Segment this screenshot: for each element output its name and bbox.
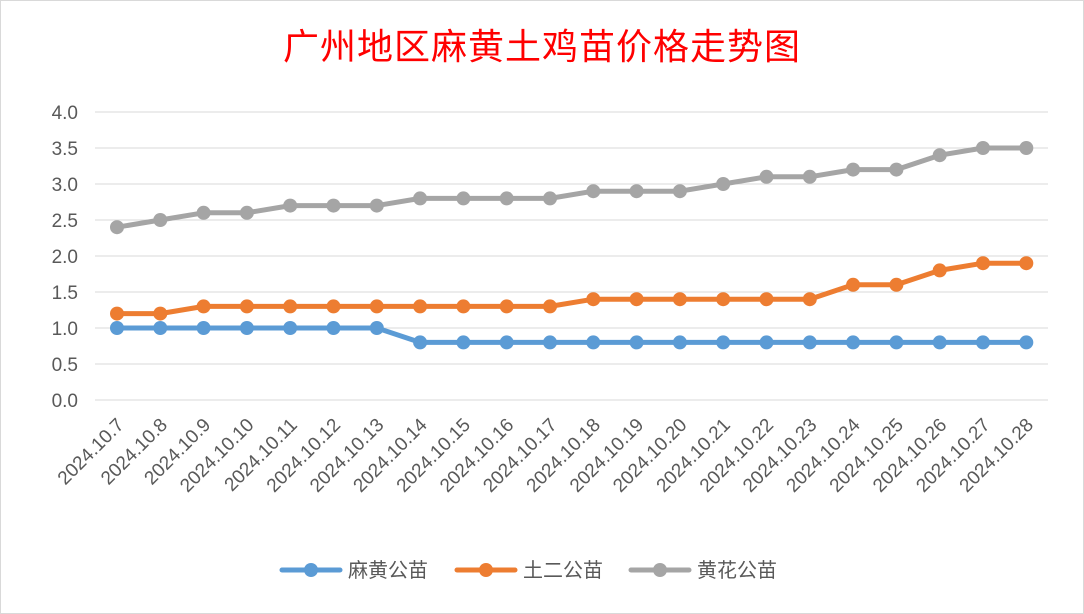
data-point <box>932 335 947 350</box>
chart-title: 广州地区麻黄土鸡苗价格走势图 <box>282 27 801 68</box>
data-point <box>716 292 731 307</box>
y-tick-label: 3.0 <box>52 175 78 196</box>
legend-label: 麻黄公苗 <box>348 558 428 582</box>
data-point <box>239 321 254 335</box>
data-point <box>716 177 731 191</box>
data-point <box>543 191 557 206</box>
data-point <box>110 321 124 335</box>
data-point <box>369 299 384 314</box>
series-3 <box>110 141 1034 235</box>
data-point <box>759 292 774 307</box>
data-point <box>239 299 254 314</box>
data-point <box>716 335 731 350</box>
data-point <box>456 299 471 314</box>
data-point <box>196 205 211 220</box>
legend-item: 土二公苗 <box>454 558 603 582</box>
data-point <box>586 292 601 307</box>
data-point <box>672 292 687 307</box>
data-point <box>629 292 644 307</box>
data-point <box>456 335 471 350</box>
data-point <box>326 321 341 335</box>
y-tick-label: 0.0 <box>52 391 78 412</box>
y-tick-label: 3.5 <box>52 139 78 160</box>
data-point <box>802 335 817 350</box>
data-point <box>846 277 861 292</box>
data-point <box>586 335 601 350</box>
data-point <box>543 299 557 314</box>
data-point <box>283 198 298 213</box>
legend-swatch-marker <box>653 563 667 577</box>
data-point <box>586 184 601 199</box>
data-point <box>499 335 514 350</box>
y-tick-label: 2.0 <box>52 247 78 268</box>
data-point <box>672 184 687 199</box>
y-tick-label: 4.0 <box>52 103 78 124</box>
data-point <box>153 213 168 227</box>
data-point <box>196 299 211 314</box>
data-point <box>1019 141 1034 155</box>
y-tick-label: 1.0 <box>52 319 78 340</box>
gridlines <box>95 111 1048 401</box>
data-point <box>326 198 341 213</box>
data-point <box>196 321 211 335</box>
series-line <box>114 325 1029 345</box>
data-point <box>846 162 861 177</box>
y-tick-label: 0.5 <box>52 355 78 376</box>
data-point <box>889 335 904 350</box>
data-point <box>629 184 644 199</box>
data-point <box>283 299 298 314</box>
data-point <box>976 335 990 350</box>
data-point <box>932 263 947 278</box>
data-point <box>369 198 384 213</box>
data-point <box>499 299 514 314</box>
y-tick-label: 1.5 <box>52 283 78 304</box>
series-2 <box>110 256 1034 321</box>
data-point <box>846 335 861 350</box>
data-point <box>413 299 428 314</box>
data-point <box>889 162 904 177</box>
data-point <box>153 321 168 335</box>
data-point <box>802 292 817 307</box>
legend-swatch-marker <box>479 563 493 577</box>
data-point <box>153 306 168 321</box>
data-point <box>672 335 687 350</box>
legend-item: 黄花公苗 <box>628 558 777 582</box>
legend-item: 麻黄公苗 <box>279 558 428 582</box>
data-point <box>110 220 124 235</box>
data-point <box>889 277 904 292</box>
data-point <box>543 335 557 350</box>
data-point <box>239 205 254 220</box>
y-tick-label: 2.5 <box>52 211 78 232</box>
data-point <box>413 191 428 206</box>
legend-swatch-marker <box>304 563 318 577</box>
data-point <box>283 321 298 335</box>
data-point <box>802 169 817 184</box>
series-line <box>114 145 1029 230</box>
data-point <box>413 335 428 350</box>
data-point <box>1019 335 1034 350</box>
data-point <box>932 148 947 163</box>
legend-label: 土二公苗 <box>523 558 603 582</box>
data-point <box>456 191 471 206</box>
data-point <box>759 169 774 184</box>
series-1 <box>110 321 1034 350</box>
data-point <box>976 141 990 155</box>
data-point <box>326 299 341 314</box>
data-point <box>976 256 990 271</box>
x-axis-ticks: 2024.10.72024.10.82024.10.92024.10.10202… <box>54 414 1038 496</box>
y-axis-ticks: 0.0 0.5 1.0 1.5 2.0 2.5 3.0 3.5 4.0 <box>52 103 78 412</box>
legend: 麻黄公苗 土二公苗 黄花公苗 <box>279 558 777 582</box>
legend-label: 黄花公苗 <box>697 558 777 582</box>
data-point <box>759 335 774 350</box>
data-point <box>499 191 514 206</box>
series-line <box>114 260 1029 317</box>
data-point <box>629 335 644 350</box>
data-point <box>1019 256 1034 271</box>
data-point <box>369 321 384 335</box>
data-point <box>110 306 124 321</box>
series-group <box>110 141 1034 350</box>
